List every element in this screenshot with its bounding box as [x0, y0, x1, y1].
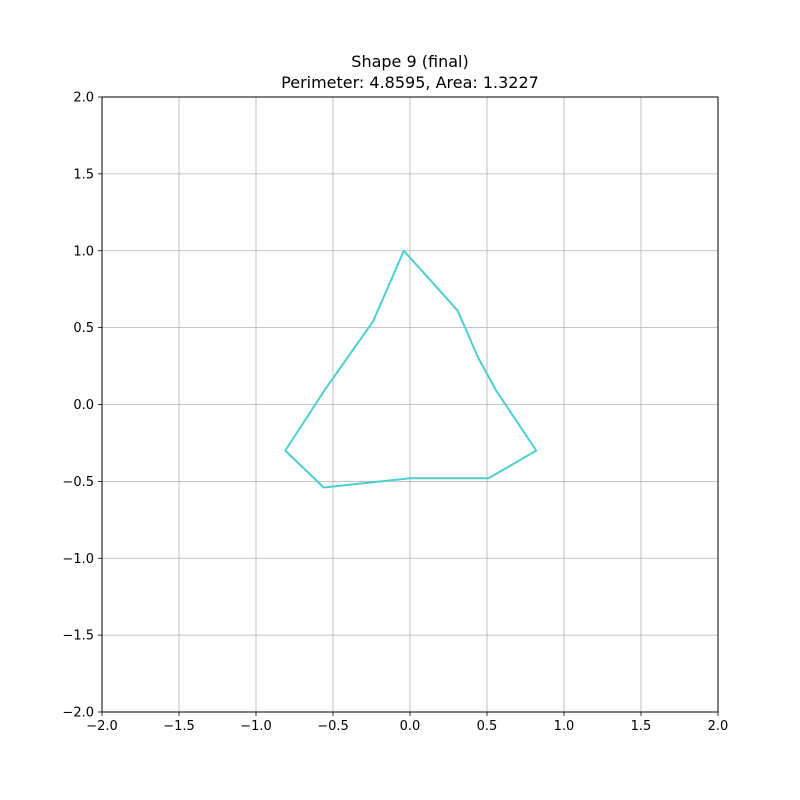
x-tick-label: 2.0 [708, 719, 729, 734]
y-tick-label: 0.0 [73, 398, 94, 413]
chart-title: Shape 9 (final) [351, 52, 468, 71]
y-tick-label: 2.0 [73, 91, 94, 106]
y-tick-label: −1.0 [62, 552, 94, 567]
y-tick-label: 1.0 [73, 244, 94, 259]
y-tick-label: −0.5 [62, 475, 94, 490]
chart-subtitle: Perimeter: 4.8595, Area: 1.3227 [281, 73, 539, 92]
x-tick-label: −1.0 [240, 719, 272, 734]
series-line-0 [284, 249, 538, 489]
x-tick-label: −1.5 [163, 719, 195, 734]
series-layer [284, 249, 538, 489]
x-tick-label: −0.5 [317, 719, 349, 734]
grid [101, 96, 719, 713]
x-tick-label: 1.0 [554, 719, 575, 734]
ticks: −2.0 −1.5 −1.0 −0.5 0.0 0.5 1.0 1.5 2.0 −2.0 −1.5 −… [62, 91, 728, 735]
x-tick-label: 0.5 [477, 719, 498, 734]
y-tick-label: −2.0 [62, 706, 94, 721]
y-tick-label: 1.5 [73, 167, 94, 182]
y-tick-label: −1.5 [62, 629, 94, 644]
x-tick-label: 0.0 [400, 719, 421, 734]
y-tick-label: 0.5 [73, 321, 94, 336]
x-tick-label: −2.0 [86, 719, 118, 734]
x-tick-label: 1.5 [631, 719, 652, 734]
